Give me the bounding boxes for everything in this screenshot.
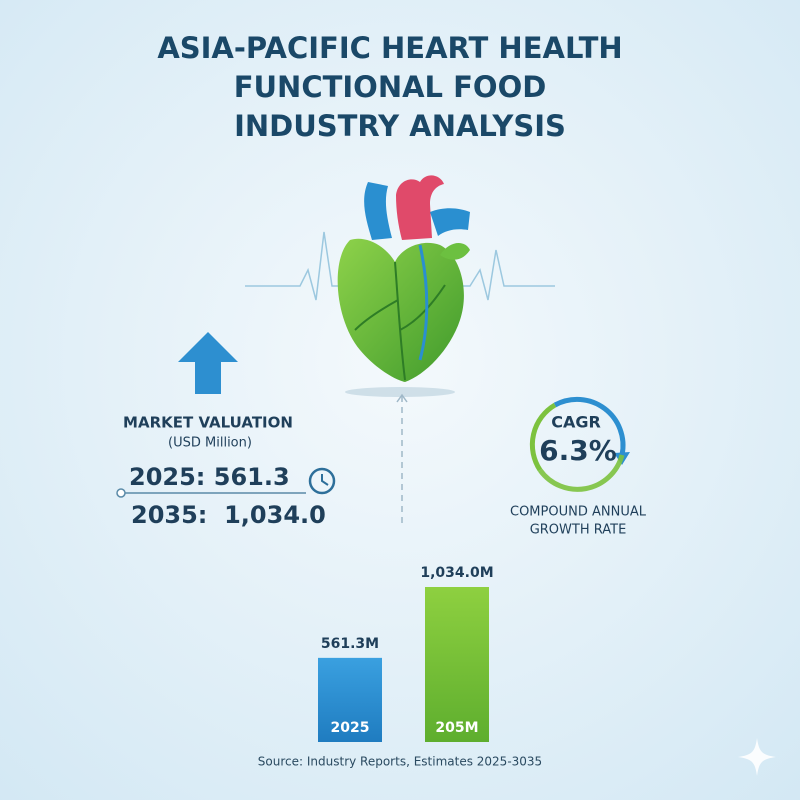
cagr-caption: GROWTH RATE [530, 523, 627, 538]
valuation-row: 2035: 1,034.0 [131, 501, 326, 529]
bar-value-label: 561.3M [321, 636, 379, 652]
title-line: ASIA-PACIFIC HEART HEALTH [157, 31, 622, 65]
valuation-row: 2025: 561.3 [129, 463, 290, 491]
bar-value-label: 1,034.0M [420, 565, 493, 581]
timeline-dot [116, 488, 126, 498]
title-line: INDUSTRY ANALYSIS [234, 109, 566, 143]
heart-shadow [345, 387, 455, 397]
bar [425, 587, 489, 742]
valuation-unit: (USD Million) [168, 436, 252, 451]
sparkle-icon [738, 738, 776, 776]
valuation-label: MARKET VALUATION [123, 414, 293, 432]
bar-chart: 561.3M 2025 1,034.0M 205M [318, 565, 494, 742]
cagr-label: CAGR [551, 413, 601, 432]
cagr-caption: COMPOUND ANNUAL [510, 505, 647, 520]
connector-arrow [396, 393, 408, 403]
cagr-value: 6.3% [539, 434, 617, 467]
bar [318, 657, 382, 742]
clock-icon [308, 467, 336, 495]
bar-category-label: 205M [435, 720, 478, 736]
heart-illustration [337, 175, 470, 382]
cagr-ring [529, 396, 630, 492]
bar-category-label: 2025 [331, 720, 370, 736]
title-line: FUNCTIONAL FOOD [234, 70, 547, 104]
up-arrow-icon [178, 332, 238, 394]
source-note: Source: Industry Reports, Estimates 2025… [258, 755, 542, 769]
